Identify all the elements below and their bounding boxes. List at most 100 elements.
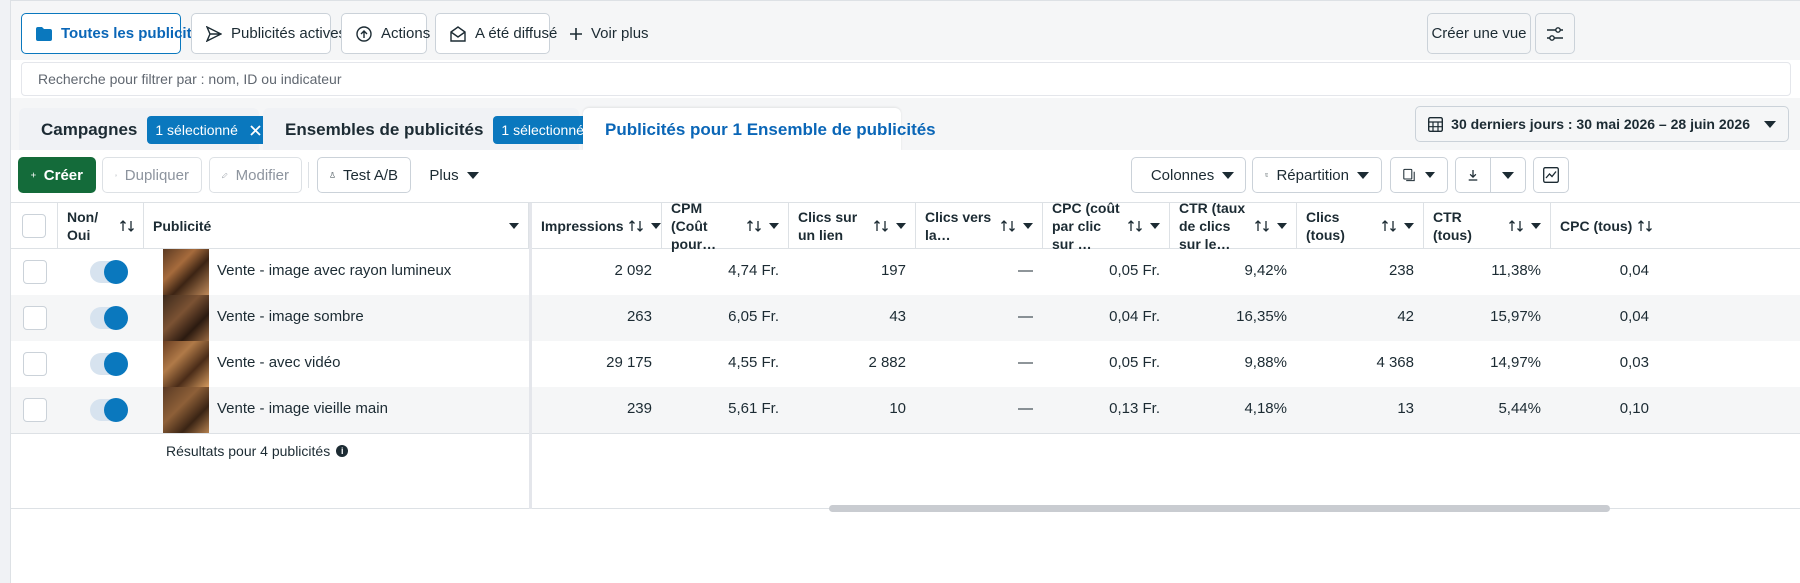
sort-icon[interactable] (1382, 219, 1396, 232)
row-checkbox[interactable] (23, 352, 47, 376)
sort-icon[interactable] (747, 219, 761, 232)
chevron-down-icon (1502, 171, 1514, 179)
cpc-all-cell: 0,04 (1619, 308, 1649, 325)
column-header-onoff[interactable]: Non/ Oui (58, 203, 144, 249)
column-header-impressions[interactable]: Impressions (532, 203, 662, 249)
export-button[interactable] (1455, 157, 1491, 193)
clicks-all-cell: 238 (1388, 262, 1414, 279)
ctr-all-cell: 5,44% (1498, 400, 1541, 417)
edit-button[interactable]: Modifier (209, 157, 302, 193)
row-checkbox[interactable] (23, 306, 47, 330)
info-icon[interactable]: i (336, 445, 349, 457)
column-header-cpm[interactable]: CPM (Coût pour… (662, 200, 789, 252)
sort-icon[interactable] (1255, 219, 1269, 232)
see-more-views-button[interactable]: Voir plus (556, 13, 656, 54)
create-button[interactable]: Créer (18, 157, 96, 193)
cpc-cell: 0,05 Fr. (1109, 262, 1160, 279)
chevron-down-icon[interactable] (1277, 222, 1287, 229)
cpm-cell: 6,05 Fr. (728, 308, 779, 325)
column-header-ctr[interactable]: CTR (taux de clics sur le… (1170, 200, 1297, 252)
level-tab-campaigns[interactable]: Campagnes 1 sélectionné (19, 108, 269, 152)
close-icon[interactable] (250, 124, 261, 136)
view-tab-delivered[interactable]: A été diffusé (435, 13, 557, 54)
column-title: CPC (tous) (1560, 217, 1633, 234)
chevron-down-icon[interactable] (1531, 222, 1541, 229)
chevron-down-icon[interactable] (1023, 222, 1033, 229)
row-checkbox[interactable] (23, 260, 47, 284)
column-header-ad[interactable]: Publicité (144, 203, 529, 249)
sort-icon[interactable] (1128, 219, 1142, 232)
sort-icon[interactable] (1638, 219, 1653, 232)
ad-toggle[interactable] (90, 260, 128, 284)
chevron-down-icon[interactable] (1150, 222, 1160, 229)
sort-icon[interactable] (629, 219, 644, 232)
columns-label: Colonnes (1150, 166, 1215, 184)
clicks-to-cell: — (1018, 308, 1033, 325)
sort-icon[interactable] (120, 219, 134, 232)
reports-button[interactable] (1390, 157, 1448, 193)
ad-name[interactable]: Vente - image avec rayon lumineux (217, 262, 452, 279)
table-row[interactable]: Vente - image vieille main 239 5,61 Fr. … (11, 387, 1800, 433)
column-header-link-clicks[interactable]: Clics sur un lien (789, 203, 916, 249)
search-input[interactable]: Recherche pour filtrer par : nom, ID ou … (21, 62, 1791, 96)
chevron-down-icon[interactable] (509, 222, 519, 229)
breakdown-button[interactable]: Répartition (1252, 157, 1382, 193)
view-tabs-bar: Toutes les publicités Publicités actives… (11, 0, 1800, 60)
sort-icon[interactable] (1509, 219, 1523, 232)
columns-button[interactable]: Colonnes (1131, 157, 1246, 193)
column-header-ctr-all[interactable]: CTR (tous) (1424, 203, 1551, 249)
level-tab-ads[interactable]: Publicités pour 1 Ensemble de publicités (583, 108, 936, 152)
view-tab-actions[interactable]: Actions (341, 13, 430, 54)
create-view-button[interactable]: Créer une vue (1427, 13, 1531, 54)
ctr-cell: 16,35% (1236, 308, 1287, 325)
column-header-cpc-all[interactable]: CPC (tous) (1551, 203, 1800, 249)
level-tab-adsets[interactable]: Ensembles de publicités 1 sélectionné (263, 108, 615, 152)
clicks-all-cell: 13 (1397, 400, 1414, 417)
column-header-clicks-to[interactable]: Clics vers la… (916, 203, 1043, 249)
export-options-button[interactable] (1490, 157, 1526, 193)
ab-test-button[interactable]: Test A/B (317, 157, 411, 193)
plus-icon (570, 27, 582, 40)
ad-toggle[interactable] (90, 306, 128, 330)
ad-name[interactable]: Vente - image vieille main (217, 400, 388, 417)
column-header-cpc[interactable]: CPC (coût par clic sur … (1043, 200, 1170, 252)
select-all-header (11, 203, 58, 249)
results-summary: Résultats pour 4 publicités i (166, 443, 349, 459)
row-checkbox[interactable] (23, 398, 47, 422)
ad-name[interactable]: Vente - avec vidéo (217, 354, 341, 371)
view-tab-label: Toutes les publicités (61, 25, 209, 42)
ctr-all-cell: 11,38% (1491, 262, 1541, 279)
action-toolbar: Créer Dupliquer Modifier Test A/B Plus C… (11, 150, 1800, 202)
horizontal-scrollbar[interactable] (829, 505, 1610, 512)
date-range-picker[interactable]: 30 derniers jours : 30 mai 2026 – 28 jui… (1415, 106, 1789, 142)
selected-count: 1 sélectionné (501, 122, 584, 138)
ad-name[interactable]: Vente - image sombre (217, 308, 364, 325)
cpm-cell: 5,61 Fr. (728, 400, 779, 417)
ctr-cell: 9,88% (1244, 354, 1287, 371)
ctr-cell: 4,18% (1244, 400, 1287, 417)
ad-toggle[interactable] (90, 352, 128, 376)
select-all-checkbox[interactable] (22, 213, 46, 238)
table-row[interactable]: Vente - image sombre 263 6,05 Fr. 43 — 0… (11, 295, 1800, 341)
more-actions-button[interactable]: Plus (419, 157, 489, 193)
table-row[interactable]: Vente - image avec rayon lumineux 2 092 … (11, 249, 1800, 295)
ad-toggle[interactable] (90, 398, 128, 422)
frozen-column-divider (529, 203, 532, 509)
campaigns-selected-badge[interactable]: 1 sélectionné (147, 116, 269, 144)
view-tab-all-ads[interactable]: Toutes les publicités (21, 13, 208, 54)
view-tab-active-ads[interactable]: Publicités actives (191, 13, 346, 54)
sort-icon[interactable] (874, 219, 888, 232)
chevron-down-icon[interactable] (651, 222, 662, 229)
duplicate-button[interactable]: Dupliquer (102, 157, 202, 193)
ctr-all-cell: 15,97% (1490, 308, 1541, 325)
cpc-cell: 0,04 Fr. (1109, 308, 1160, 325)
column-header-clicks-all[interactable]: Clics (tous) (1297, 203, 1424, 249)
chevron-down-icon[interactable] (1404, 222, 1414, 229)
charts-button[interactable] (1533, 157, 1569, 193)
sort-icon[interactable] (1001, 219, 1015, 232)
chevron-down-icon[interactable] (896, 222, 906, 229)
chevron-down-icon[interactable] (769, 222, 779, 229)
mail-icon (450, 25, 466, 42)
table-row[interactable]: Vente - avec vidéo 29 175 4,55 Fr. 2 882… (11, 341, 1800, 387)
view-settings-button[interactable] (1535, 13, 1575, 54)
